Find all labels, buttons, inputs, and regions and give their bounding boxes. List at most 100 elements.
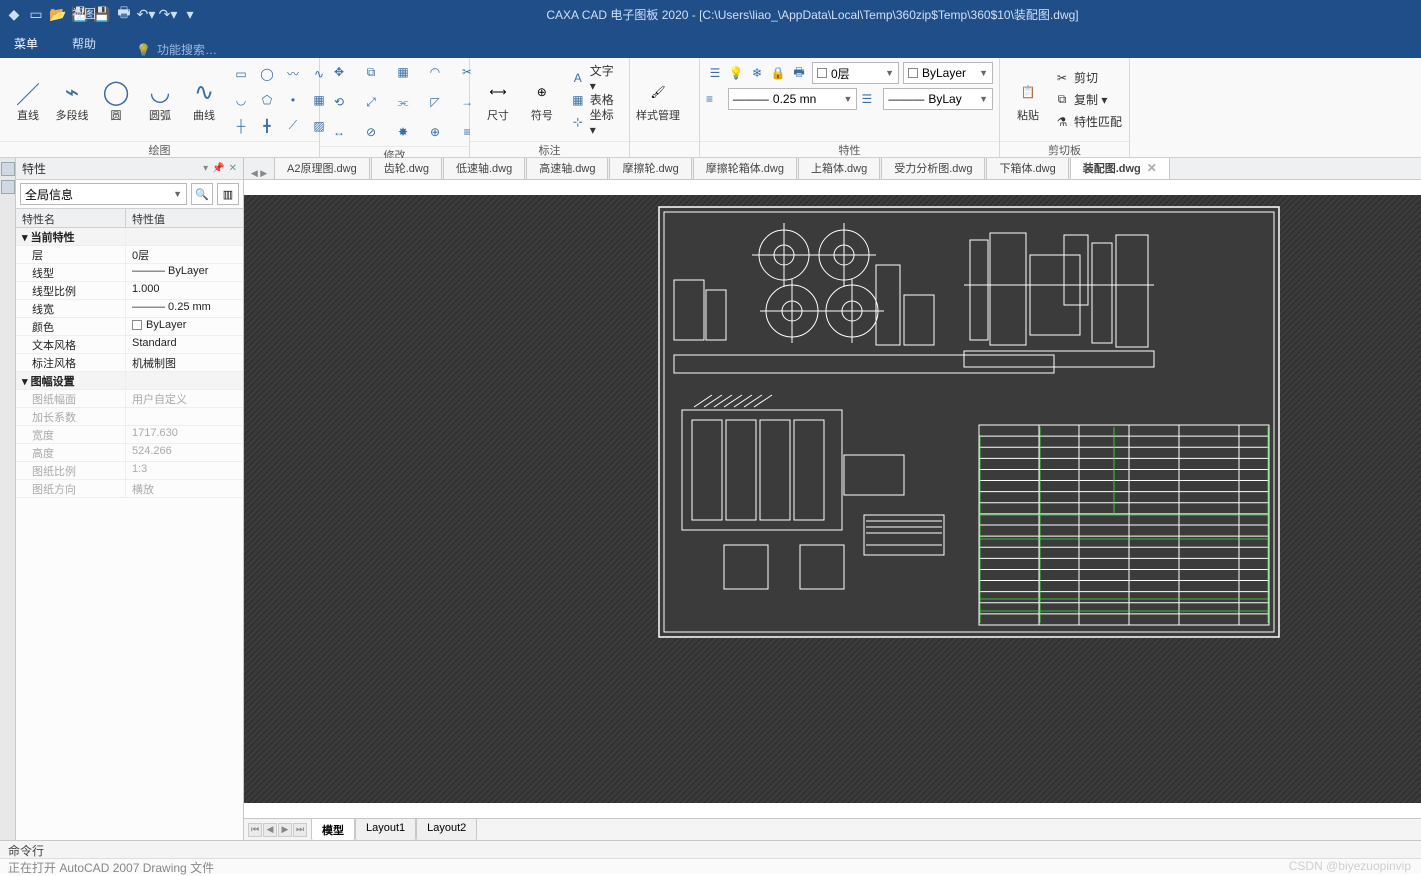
rotate-icon[interactable]: ⟲ (326, 90, 352, 114)
undo-icon[interactable]: ↶▾ (138, 6, 154, 22)
redo-icon[interactable]: ↷▾ (160, 6, 176, 22)
draw-big-4[interactable]: ∿曲线 (182, 66, 226, 134)
scale-icon[interactable]: ⤢ (358, 90, 384, 114)
array-icon[interactable]: ▦ (390, 60, 416, 84)
doc-tab-5[interactable]: 摩擦轮箱体.dwg (693, 158, 797, 179)
qat-more-icon[interactable]: ▾ (182, 6, 198, 22)
explode-icon[interactable]: ✸ (390, 120, 416, 144)
doc-tab-2[interactable]: 低速轴.dwg (443, 158, 525, 179)
doc-tab-1[interactable]: 齿轮.dwg (371, 158, 442, 179)
style-manage-button[interactable]: 🖌样式管理 (636, 66, 680, 134)
mirror-icon[interactable]: ⧉ (358, 60, 384, 84)
selection-combo[interactable]: 全局信息▼ (20, 183, 187, 205)
view-tab-1[interactable]: Layout1 (355, 818, 416, 841)
draw-big-0[interactable]: ／直线 (6, 66, 50, 134)
draw-big-3[interactable]: ◡圆弧 (138, 66, 182, 134)
doctabs-nav-left[interactable]: ◀ ▶ (244, 168, 274, 179)
lock-icon[interactable]: 🔒 (769, 64, 787, 82)
doc-tab-3[interactable]: 高速轴.dwg (526, 158, 608, 179)
view-tab-2[interactable]: Layout2 (416, 818, 477, 841)
ribbon-tab-5[interactable]: 视图 (52, 0, 116, 28)
break-icon[interactable]: ⊘ (358, 120, 384, 144)
lineweight-combo[interactable]: ———0.25 mn▼ (728, 88, 858, 110)
layer-combo[interactable]: 0层▼ (812, 62, 899, 84)
paste-button[interactable]: 📋粘贴 (1006, 66, 1050, 134)
panel-close-icon[interactable]: ✕ (229, 163, 237, 174)
app-icon[interactable]: ◆ (6, 6, 22, 22)
plot-icon[interactable]: 🖶 (790, 64, 808, 82)
doc-tab-0[interactable]: A2原理图.dwg (274, 158, 370, 179)
cut-row[interactable]: ✂剪切 (1054, 68, 1122, 88)
prop-row[interactable]: 层0层 (16, 246, 243, 264)
linetype-combo[interactable]: ———ByLay▼ (883, 88, 993, 110)
dock-tool-2[interactable] (1, 180, 15, 194)
doc-tab-8[interactable]: 下箱体.dwg (986, 158, 1068, 179)
offset-icon[interactable]: ⫘ (390, 90, 416, 114)
dock-tool-1[interactable] (1, 162, 15, 176)
vnav-last-icon[interactable]: ⏭ (293, 823, 307, 837)
linetype-icon[interactable]: ☰ (861, 92, 879, 106)
dim-symbol-button[interactable]: ⊕符号 (520, 66, 564, 134)
draw-big-1[interactable]: ⌁多段线 (50, 66, 94, 134)
doc-tab-9[interactable]: 装配图.dwg✕ (1070, 158, 1170, 179)
layer-manager-icon[interactable]: ☰ (706, 64, 724, 82)
doc-tab-4[interactable]: 摩擦轮.dwg (609, 158, 691, 179)
menu-button[interactable]: 菜单 (0, 28, 52, 58)
group-label-properties: 特性 (700, 141, 999, 157)
search-placeholder: 功能搜索… (157, 41, 217, 58)
centerline-icon[interactable]: ╋ (256, 115, 278, 137)
text-icon: A (570, 71, 586, 85)
ellipse-icon[interactable]: ◯ (256, 63, 278, 85)
polygon-icon[interactable]: ⬠ (256, 89, 278, 111)
copy-row[interactable]: ⧉复制 ▾ (1054, 90, 1122, 110)
construction-icon[interactable]: ⟋ (282, 115, 304, 137)
arc-icon[interactable]: ◡ (230, 89, 252, 111)
freeze-icon[interactable]: ❄ (748, 64, 766, 82)
ribbon-search[interactable]: 💡 功能搜索… (136, 41, 217, 58)
coord-row[interactable]: ⊹坐标 ▾ (570, 112, 623, 132)
move-icon[interactable]: ✥ (326, 60, 352, 84)
close-icon[interactable]: ✕ (1147, 161, 1157, 175)
prop-row[interactable]: 标注风格机械制图 (16, 354, 243, 372)
prop-row[interactable]: 颜色ByLayer (16, 318, 243, 336)
draw-big-2[interactable]: ◯圆 (94, 66, 138, 134)
fillet-icon[interactable]: ◠ (422, 60, 448, 84)
command-line[interactable]: 命令行 (0, 840, 1421, 858)
doc-tab-7[interactable]: 受力分析图.dwg (881, 158, 985, 179)
color-combo[interactable]: ByLayer▼ (903, 62, 993, 84)
select-tool-2[interactable]: ▥ (217, 183, 239, 205)
axis-icon[interactable]: ┼ (230, 115, 252, 137)
vnav-first-icon[interactable]: ⏮ (248, 823, 262, 837)
main-area: 特性 ▾📌✕ 全局信息▼ 🔍 ▥ 特性名 特性值 ▾ 当前特性层0层线型——— … (0, 158, 1421, 840)
lightbulb-icon[interactable]: 💡 (727, 64, 745, 82)
prop-row[interactable]: 线宽——— 0.25 mm (16, 300, 243, 318)
prop-row[interactable]: 线型比例1.000 (16, 282, 243, 300)
print-icon[interactable]: 🖶 (116, 6, 132, 22)
prop-row[interactable]: 线型——— ByLayer (16, 264, 243, 282)
vnav-next-icon[interactable]: ▶ (278, 823, 292, 837)
chamfer-icon[interactable]: ◸ (422, 90, 448, 114)
point-icon[interactable]: • (282, 89, 304, 111)
vnav-prev-icon[interactable]: ◀ (263, 823, 277, 837)
view-tab-0[interactable]: 模型 (311, 818, 355, 841)
prop-row: ▾ 图幅设置 (16, 372, 243, 390)
join-icon[interactable]: ⊕ (422, 120, 448, 144)
dim-size-button[interactable]: ⟷尺寸 (476, 66, 520, 134)
panel-header: 特性 ▾📌✕ (16, 158, 243, 180)
prop-row[interactable]: 文本风格Standard (16, 336, 243, 354)
doc-tab-6[interactable]: 上箱体.dwg (798, 158, 880, 179)
new-icon[interactable]: ▭ (28, 6, 44, 22)
panel-pin-icon[interactable]: 📌 (212, 163, 224, 174)
lineweight-icon[interactable]: ≡ (706, 92, 724, 106)
ribbon-tab-6[interactable]: 帮助 (52, 28, 116, 58)
prop-row: 图纸比例1:3 (16, 462, 243, 480)
text-row[interactable]: A文字 ▾ (570, 68, 623, 88)
panel-menu-icon[interactable]: ▾ (203, 163, 208, 174)
select-tool-1[interactable]: 🔍 (191, 183, 213, 205)
wave-icon[interactable]: 〰 (282, 63, 304, 85)
rect-icon[interactable]: ▭ (230, 63, 252, 85)
canvas-wrap: ◀ ▶ A2原理图.dwg齿轮.dwg低速轴.dwg高速轴.dwg摩擦轮.dwg… (244, 158, 1421, 840)
drawing-canvas[interactable] (244, 180, 1421, 818)
matchprop-row[interactable]: ⚗特性匹配 (1054, 112, 1122, 132)
stretch-icon[interactable]: ↔ (326, 120, 352, 144)
